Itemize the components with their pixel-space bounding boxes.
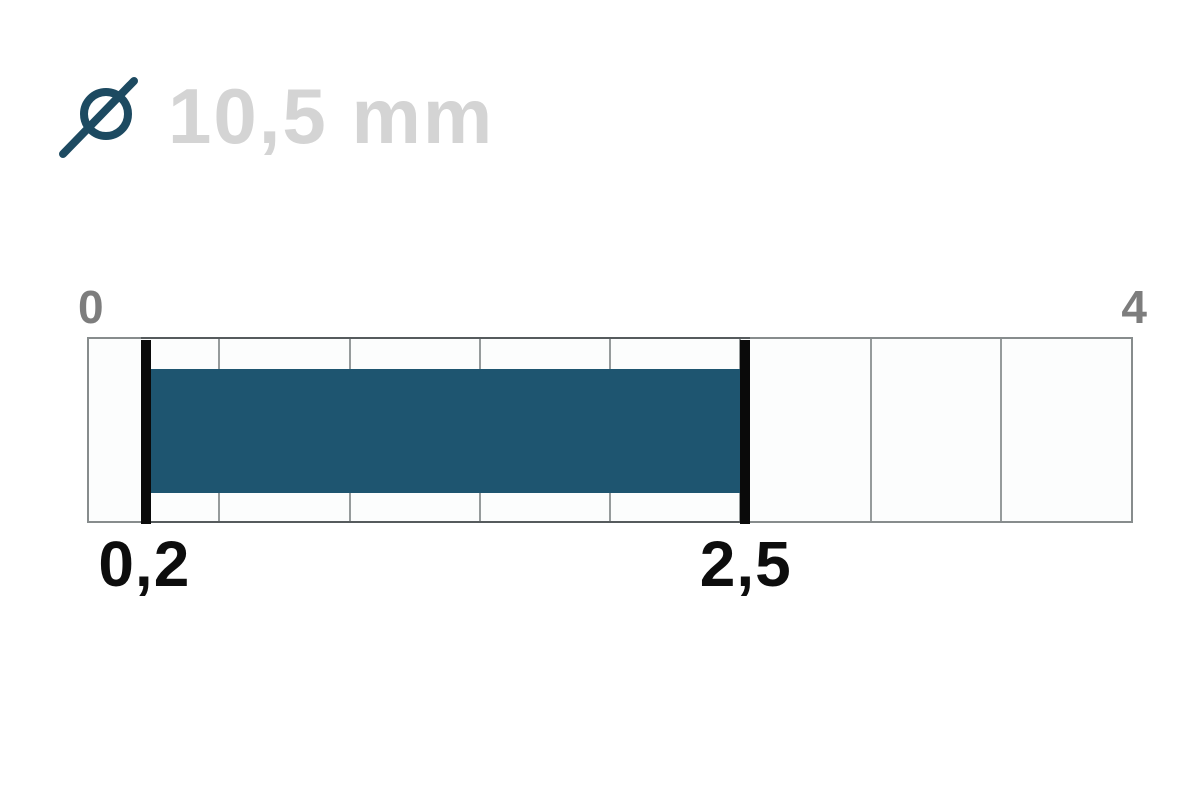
diameter-value-label: 10,5 mm: [168, 72, 495, 160]
segment-divider: [869, 339, 872, 521]
range-bottom-edge-line: [141, 521, 751, 523]
range-top-edge-line: [141, 337, 751, 339]
diameter-icon: [59, 77, 138, 158]
range-start-label: 0,2: [98, 528, 191, 600]
range-labels: 0,2 2,5: [87, 529, 1133, 609]
segment-divider: [999, 339, 1002, 521]
axis-scale-labels: 0 4: [78, 274, 1147, 330]
gauge-track: [87, 337, 1133, 524]
range-bar: [141, 369, 741, 493]
range-end-marker: [740, 340, 751, 524]
axis-min-label: 0: [78, 281, 104, 333]
range-start-marker: [141, 340, 152, 524]
axis-max-label: 4: [1121, 281, 1147, 333]
range-end-label: 2,5: [699, 528, 792, 600]
